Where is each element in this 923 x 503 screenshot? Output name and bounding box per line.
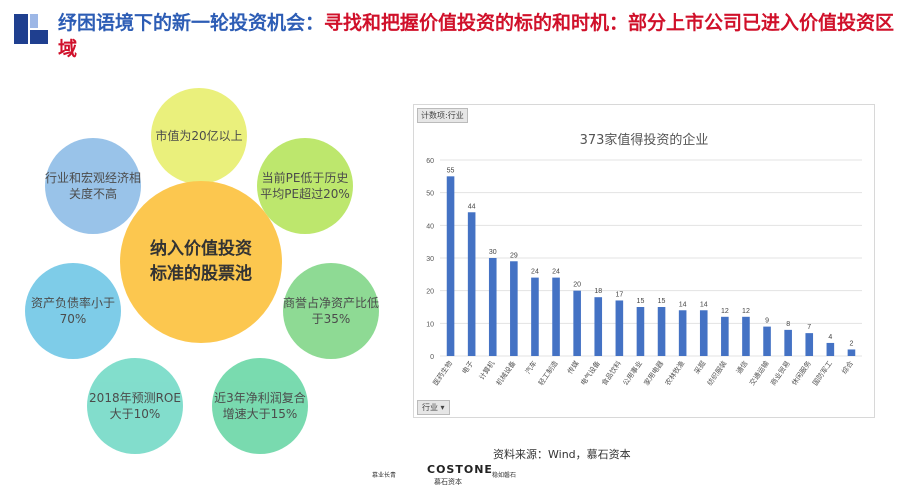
criterion-pe: 当前PE低于历史平均PE超过20% [257,138,353,234]
title-part-1: 纾困语境下的新一轮投资机会： [58,12,325,34]
y-tick-label: 20 [426,289,434,296]
criteria-diagram: 行业和宏观经济相关度不高 市值为20亿以上 当前PE低于历史平均PE超过20% … [15,78,385,454]
chart-title: 373家值得投资的企业 [579,133,709,148]
category-label: 电气设备 [578,359,601,387]
bar [805,333,814,356]
y-tick-label: 30 [426,256,434,263]
bar [721,316,729,356]
data-label: 30 [489,249,497,256]
data-label: 17 [615,291,623,298]
category-label: 纺织服装 [705,359,728,387]
stock-pool-label: 纳入价值投资标准的股票池 [150,239,252,284]
brand-cn-text: 慕石资本 [434,478,462,486]
category-label: 轻工制造 [536,359,559,387]
data-label: 15 [637,298,645,305]
title-part-2: 寻找和把握价值投资的标的和时机：部分上市公司已进入价值投资区域 [58,12,895,60]
bar [510,261,518,356]
bar [742,316,750,356]
data-label: 15 [658,298,666,305]
category-label: 计算机 [477,359,496,381]
category-label: 公用事业 [621,359,644,387]
category-label: 综合 [840,359,855,376]
bar-chart: 计数项:行业 373家值得投资的企业 0 10 20 30 40 50 60 55 医药生物 44… [413,104,875,418]
stock-pool-center: 纳入价值投资标准的股票池 [120,181,282,343]
data-label: 20 [573,282,581,289]
bar [784,329,792,356]
data-label: 29 [510,252,518,259]
criterion-macro-correlation: 行业和宏观经济相关度不高 [45,138,141,234]
footer-brand: 慕业长青 COSTONE 慕石资本 稳如磐石 [372,460,532,490]
category-label: 家用电器 [642,359,665,387]
page-title: 纾困语境下的新一轮投资机会：寻找和把握价值投资的标的和时机：部分上市公司已进入价… [58,10,908,62]
data-label: 18 [594,288,602,295]
bar [826,342,835,356]
criterion-market-cap: 市值为20亿以上 [151,88,247,184]
bar [615,300,624,356]
criterion-debt-ratio: 资产负债率小于70% [25,263,121,359]
category-label: 机械设备 [494,359,517,387]
footer-left-slogan: 慕业长青 [372,472,397,479]
category-label: 电子 [460,359,475,376]
bar [446,176,455,356]
category-label: 商业贸易 [768,359,791,387]
brand-logo-text: COSTONE [427,463,493,476]
data-label: 12 [742,308,750,315]
bar [699,310,708,356]
data-label: 55 [447,167,455,174]
bar [531,277,539,356]
data-label: 12 [721,308,729,315]
footer-right-slogan: 稳如磐石 [492,472,517,479]
y-tick-label: 10 [426,321,434,328]
category-label: 汽车 [523,359,538,376]
bar [678,310,687,356]
category-label: 休闲服务 [789,359,812,387]
bar [552,277,560,356]
chart-plot: 010203040506055医药生物44电子30计算机29机械设备24汽车24… [426,158,862,387]
industry-filter-button[interactable]: 行业 ▾ [417,400,450,415]
data-label: 2 [849,340,853,347]
data-label: 14 [679,301,687,308]
category-label: 食品饮料 [600,359,623,387]
bar [573,290,581,356]
y-tick-label: 60 [426,158,434,165]
bar [657,307,666,356]
bar [467,212,476,356]
pivot-field-tag[interactable]: 计数项:行业 [417,108,468,123]
category-label: 医药生物 [431,359,454,387]
data-label: 14 [700,301,708,308]
category-label: 交通运输 [747,359,770,387]
y-tick-label: 50 [426,191,434,198]
data-label: 7 [807,324,811,331]
logo-mark [14,14,48,44]
source-note: 资料来源：Wind，慕石资本 [493,448,631,461]
bar [594,297,603,356]
category-label: 国防军工 [811,359,834,387]
data-label: 4 [828,334,832,341]
bar [847,349,856,356]
criterion-roe: 2018年预测ROE大于10% [87,358,183,454]
category-label: 通信 [734,359,749,376]
y-tick-label: 0 [430,354,434,361]
category-label: 传媒 [565,359,580,376]
data-label: 8 [786,321,790,328]
category-label: 采掘 [692,359,707,376]
bar [763,326,771,356]
bar [636,307,645,356]
category-label: 农林牧渔 [663,359,686,387]
data-label: 24 [552,269,560,276]
data-label: 44 [468,203,476,210]
criterion-goodwill: 商誉占净资产比低于35% [283,263,379,359]
criterion-profit-growth: 近3年净利润复合增速大于15% [212,358,308,454]
y-tick-label: 40 [426,223,434,230]
bar [488,258,497,356]
data-label: 9 [765,318,769,325]
data-label: 24 [531,269,539,276]
